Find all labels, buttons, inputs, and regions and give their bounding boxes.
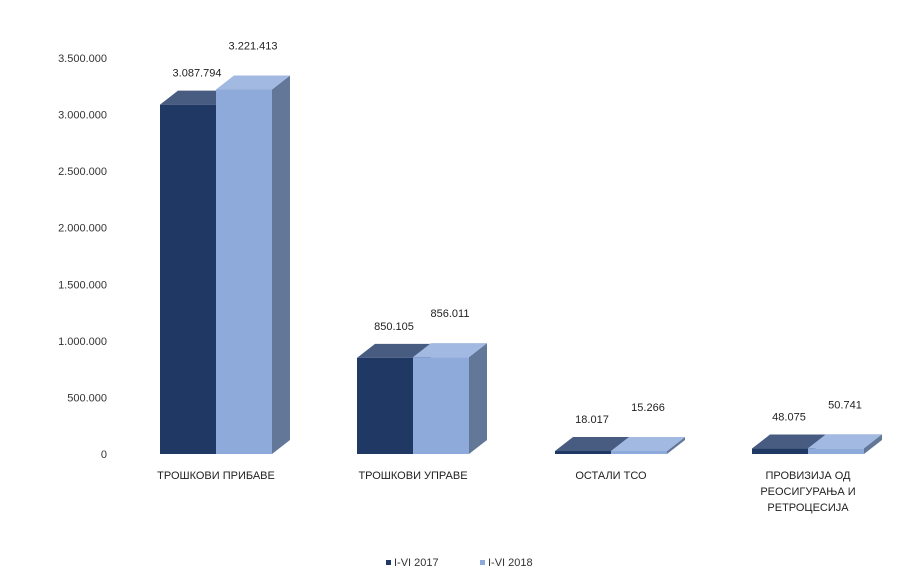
bar-front [357,357,413,454]
bar-front [752,448,808,454]
data-label: 850.105 [374,321,414,333]
bar-side [864,434,882,454]
data-label: 48.075 [772,412,806,424]
y-axis-ticks: 0 500.000 1.000.000 1.500.000 2.000.000 2.500… [58,53,107,461]
bar-top [752,434,826,449]
bar-front [160,104,216,455]
legend-label: I-VI 2017 [394,557,439,569]
data-labels: 3.087.794 3.221.413 850.105 856.011 18.017 15… [173,41,862,426]
y-tick-label: 3.500.000 [58,53,107,65]
y-tick-label: 2.000.000 [58,223,107,235]
data-label: 3.087.794 [173,68,222,80]
data-label: 856.011 [431,308,470,320]
bar [216,75,290,454]
bar [413,343,487,454]
y-tick-label: 500.000 [67,392,107,404]
legend-swatch [480,560,485,565]
bar-front [555,451,611,454]
category-label: ТРОШКОВИ ПРИБАВЕ [157,470,275,482]
legend-swatch [386,560,391,565]
data-label: 3.221.413 [229,41,278,53]
legend-item: I-VI 2018 [480,557,533,569]
y-tick-label: 1.500.000 [58,279,107,291]
bar-top [160,90,234,105]
legend-label: I-VI 2018 [488,557,533,569]
y-tick-label: 1.000.000 [58,336,107,348]
bar-top [611,437,685,451]
bar-side [272,75,290,454]
category-labels: ТРОШКОВИ ПРИБАВЕ ТРОШКОВИ УПРАВЕ ОСТАЛИ ТС… [157,470,856,514]
bar-top [357,343,431,358]
bar-top [216,75,290,90]
bars [160,75,882,455]
category-label: ОСТАЛИ ТСО [575,470,647,482]
category-label: РЕТРОЦЕСИЈА [767,502,849,514]
bar-side [469,343,487,454]
legend: I-VI 2017 I-VI 2018 [386,557,533,569]
data-label: 18.017 [575,414,609,426]
y-tick-label: 0 [101,449,107,461]
bar-top [413,343,487,358]
data-label: 15.266 [631,402,665,414]
bar [611,437,685,454]
data-label: 50.741 [828,399,862,411]
bar-top [555,437,629,451]
bar-front [413,357,469,454]
category-label: ПРОВИЗИЈА ОД [765,470,851,482]
bar-front [808,448,864,454]
bar-front [611,451,667,454]
y-tick-label: 3.000.000 [58,110,107,122]
bar-front [216,89,272,454]
bar-side [667,437,685,454]
bar [808,434,882,454]
category-label: ТРОШКОВИ УПРАВЕ [358,470,467,482]
category-label: РЕОСИГУРАЊА И [760,486,855,498]
legend-item: I-VI 2017 [386,557,439,569]
bar-top [808,434,882,449]
y-tick-label: 2.500.000 [58,166,107,178]
